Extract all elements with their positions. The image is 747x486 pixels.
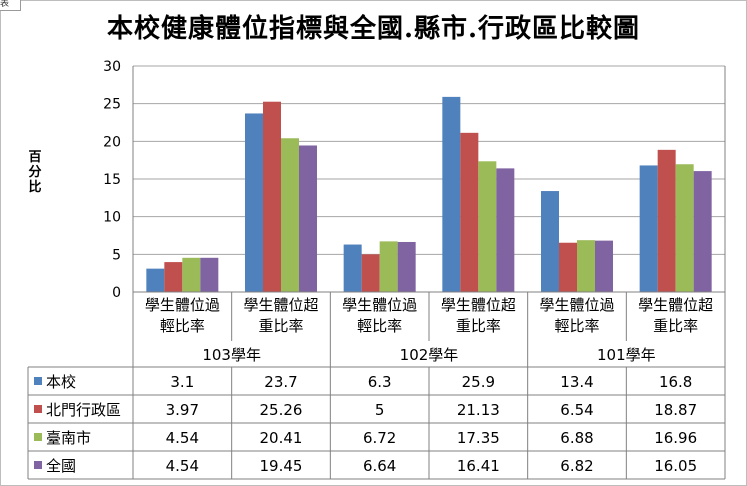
data-value-label: 16.8 [659,373,692,391]
x-category-label: 學生體位超 [441,296,516,314]
data-value-label: 16.41 [457,457,500,475]
legend-label: 本校 [46,373,76,391]
bar [675,164,694,292]
bar [245,113,263,293]
x-category-label: 輕比率 [554,317,599,335]
bar [639,165,658,292]
x-category-label: 重比率 [653,317,698,335]
bar [460,132,479,292]
x-category-label: 輕比率 [357,317,402,335]
data-value-label: 19.45 [260,457,303,475]
y-tick-label: 15 [103,172,121,188]
bar [559,242,577,292]
bar [657,149,676,292]
bar [361,254,380,292]
bar [146,268,165,292]
corner-tab: 表 [0,0,21,11]
y-tick-label: 20 [103,134,121,150]
bar [442,96,461,293]
bar [496,168,515,292]
bar [478,161,497,292]
bar [577,240,595,292]
bar [343,244,362,292]
x-category-label: 學生體位超 [638,296,713,314]
x-category-label: 學生體位過 [342,296,417,314]
data-value-label: 25.9 [462,373,495,391]
legend-swatch [34,405,42,413]
y-tick-label: 25 [103,97,121,113]
data-value-label: 25.26 [260,401,303,419]
data-value-label: 21.13 [457,401,500,419]
data-value-label: 4.54 [166,457,199,475]
data-value-label: 13.4 [560,373,593,391]
legend-label: 臺南市 [46,429,91,447]
legend-label: 北門行政區 [46,401,121,419]
data-value-label: 16.05 [654,457,697,475]
bar [164,262,183,292]
data-value-label: 3.97 [166,401,199,419]
x-category-label: 學生體位超 [243,296,318,314]
data-value-label: 6.3 [368,373,392,391]
y-tick-label: 10 [103,210,121,226]
data-value-label: 16.96 [654,429,697,447]
data-value-label: 6.54 [560,401,593,419]
x-category-label: 重比率 [456,317,501,335]
bar [541,191,559,292]
bar [397,241,416,292]
bar [182,257,201,292]
x-category-label: 學生體位過 [539,296,614,314]
bar [281,138,299,292]
x-group-label: 101學年 [597,346,656,364]
data-value-label: 6.72 [363,429,396,447]
data-value-label: 23.7 [264,373,297,391]
legend-swatch [34,461,42,469]
x-category-label: 輕比率 [160,317,205,335]
legend-label: 全國 [46,457,76,475]
y-tick-label: 0 [112,285,121,301]
bar [693,171,712,292]
bar [595,240,613,292]
x-category-label: 重比率 [258,317,303,335]
chart-title: 本校健康體位指標與全國.縣市.行政區比較圖 [106,14,641,44]
data-value-label: 6.88 [560,429,593,447]
data-value-label: 6.64 [363,457,396,475]
bar [263,101,281,292]
legend-swatch [34,377,42,385]
data-value-label: 6.82 [560,457,593,475]
data-value-label: 20.41 [260,429,303,447]
data-value-label: 18.87 [654,401,697,419]
data-value-label: 17.35 [457,429,500,447]
x-category-label: 學生體位過 [145,296,220,314]
data-value-label: 5 [375,401,385,419]
bar [200,257,219,292]
y-tick-label: 5 [112,247,121,263]
legend-swatch [34,433,42,441]
x-group-label: 103學年 [202,346,261,364]
bar [299,145,317,292]
data-value-label: 3.1 [170,373,194,391]
y-tick-label: 30 [103,59,121,75]
data-value-label: 4.54 [166,429,199,447]
y-axis-label: 百分比 [28,150,42,195]
bar [379,241,398,292]
x-group-label: 102學年 [400,346,459,364]
